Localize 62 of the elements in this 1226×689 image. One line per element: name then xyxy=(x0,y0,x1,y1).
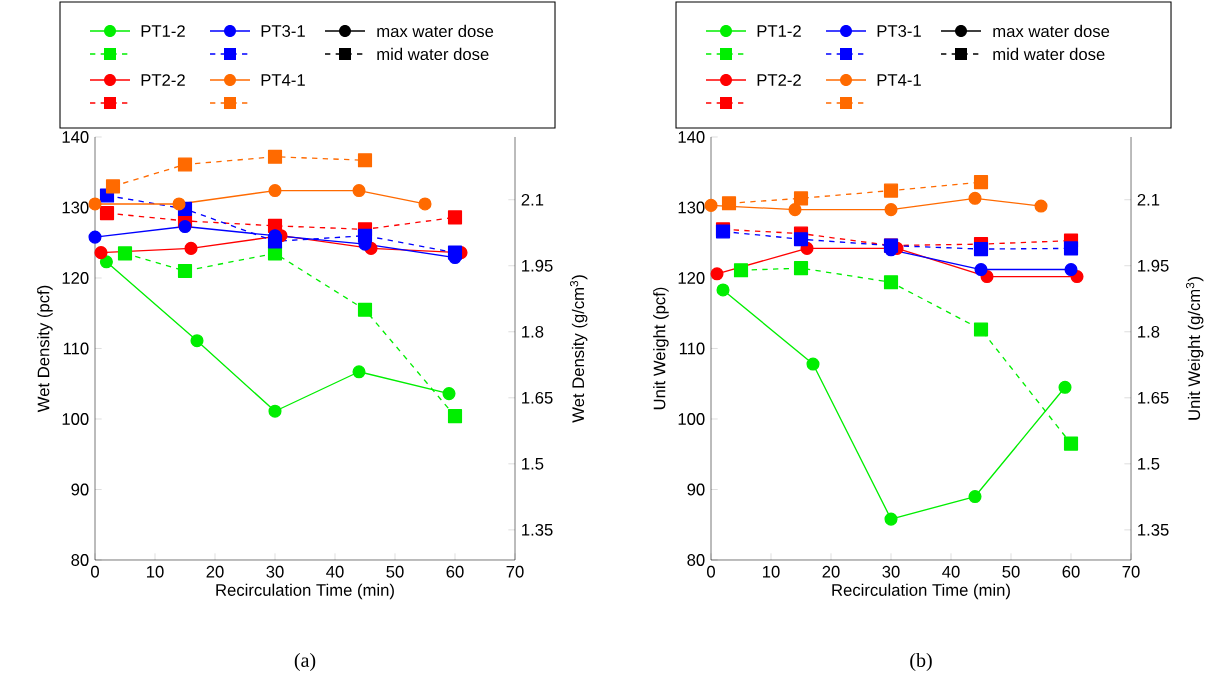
x-tick-label: 70 xyxy=(1122,565,1140,578)
y-axis-title: Wet Density (pcf) xyxy=(37,285,53,413)
y2-tick-label: 1.35 xyxy=(1138,523,1169,536)
x-tick-label: 60 xyxy=(446,565,464,578)
y-tick-label: 90 xyxy=(687,483,705,496)
y-tick-label: 110 xyxy=(679,342,705,355)
y2-tick-label: 1.95 xyxy=(1138,259,1169,272)
y2-tick-label: 1.65 xyxy=(1138,391,1169,404)
y-axis-title: Unit Weight (pcf) xyxy=(653,287,669,410)
y-tick-label: 130 xyxy=(62,201,89,214)
x-tick-label: 70 xyxy=(506,565,524,578)
x-tick-label: 30 xyxy=(266,565,284,578)
x-tick-label: 10 xyxy=(763,565,780,578)
legend-label: PT1-2 xyxy=(141,25,185,37)
y-tick-label: 110 xyxy=(63,342,89,355)
y2-axis-title: Unit Weight (g/cm$^{3}$) xyxy=(1185,277,1204,420)
y2-tick-label: 1.8 xyxy=(522,325,544,338)
legend-label: PT4-1 xyxy=(261,74,305,86)
legend-label: PT4-1 xyxy=(877,74,921,86)
y-tick-label: 100 xyxy=(62,413,89,425)
y2-tick-label: 1.65 xyxy=(522,391,553,404)
legend-label: PT2-2 xyxy=(141,74,185,86)
x-tick-label: 50 xyxy=(1002,565,1020,578)
text: (b) xyxy=(910,652,932,672)
x-tick-label: 40 xyxy=(326,565,344,578)
x-tick-label: 20 xyxy=(822,565,840,578)
x-tick-label: 40 xyxy=(942,565,960,578)
y-tick-label: 100 xyxy=(678,413,705,425)
text: max water dose xyxy=(993,24,1110,38)
x-tick-label: 60 xyxy=(1062,565,1080,578)
y2-axis-title: Wet Density (g/cm$^{3}$) xyxy=(569,275,588,423)
legend-label: PT2-2 xyxy=(757,74,801,86)
legend-label: PT3-1 xyxy=(261,25,305,37)
text: (a) xyxy=(294,652,316,672)
y-tick-label: 80 xyxy=(687,554,705,566)
x-tick-label: 0 xyxy=(91,565,99,578)
legend-label: PT3-1 xyxy=(877,25,921,37)
x-tick-label: 10 xyxy=(147,565,164,578)
text: max water dose xyxy=(377,24,494,38)
y-tick-label: 130 xyxy=(678,201,705,214)
y2-tick-label: 1.35 xyxy=(522,523,553,536)
y2-tick-label: 1.5 xyxy=(522,458,544,470)
x-tick-label: 50 xyxy=(386,565,404,578)
x-axis-title: Recirculation Time (min) xyxy=(832,583,1010,600)
legend-label: PT1-2 xyxy=(757,25,801,37)
text: mid water dose xyxy=(377,47,489,61)
x-tick-label: 0 xyxy=(707,565,715,578)
y2-tick-label: 2.1 xyxy=(521,193,544,206)
y-tick-label: 90 xyxy=(71,483,89,496)
y-tick-label: 140 xyxy=(62,131,89,143)
text: mid water dose xyxy=(993,47,1105,61)
y-tick-label: 140 xyxy=(678,131,705,143)
x-axis-title: Recirculation Time (min) xyxy=(216,583,394,600)
y-tick-label: 120 xyxy=(678,272,705,284)
y-tick-label: 80 xyxy=(71,554,89,566)
y2-tick-label: 1.95 xyxy=(522,259,553,272)
y2-tick-label: 1.5 xyxy=(1138,458,1160,470)
y2-tick-label: 1.8 xyxy=(1138,325,1160,338)
y2-tick-label: 2.1 xyxy=(1137,193,1160,206)
y-tick-label: 120 xyxy=(62,272,89,284)
x-tick-label: 30 xyxy=(882,565,900,578)
x-tick-label: 20 xyxy=(206,565,224,578)
